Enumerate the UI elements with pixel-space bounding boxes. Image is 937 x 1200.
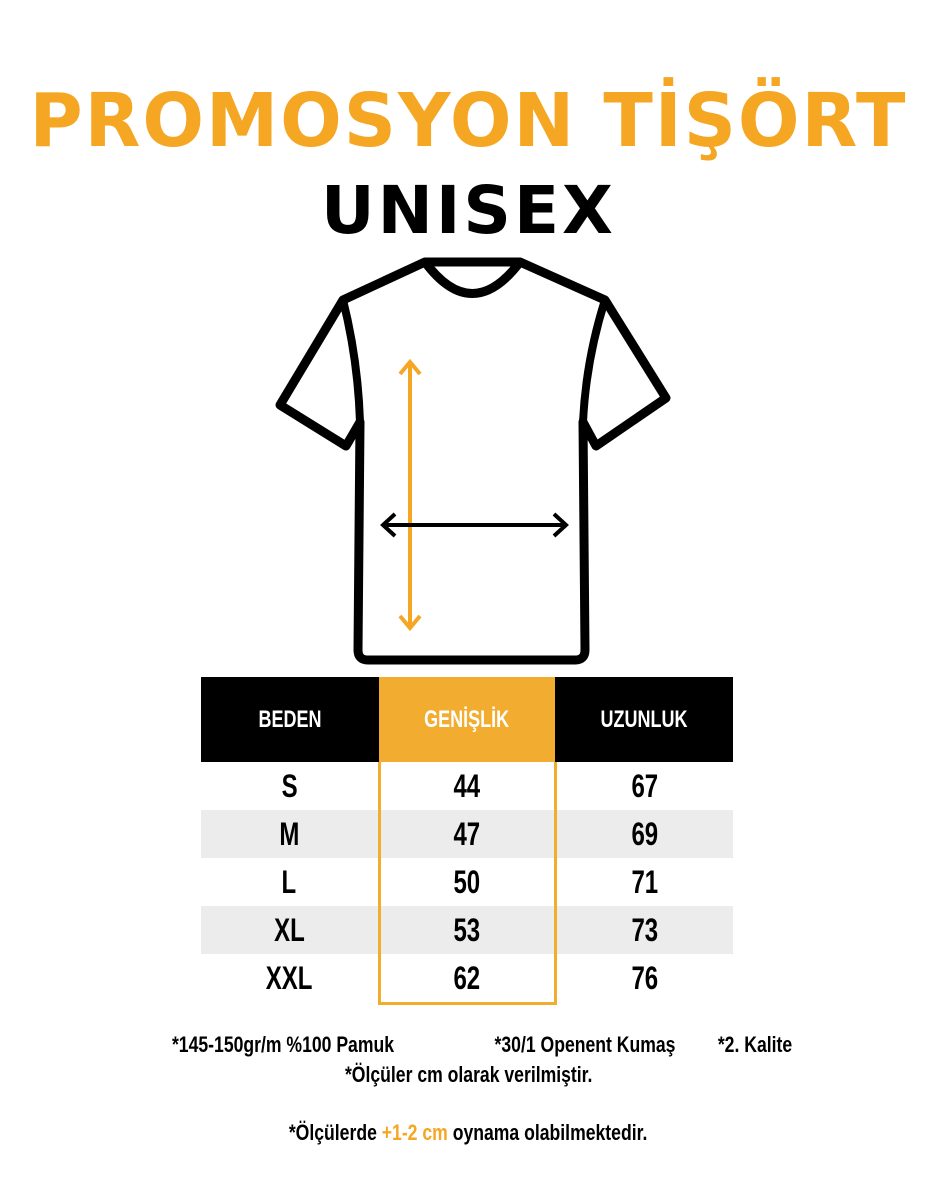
note-units: *Ölçüler cm olarak verilmiştir. bbox=[344, 1062, 593, 1087]
page-title: PROMOSYON TİŞÖRT bbox=[29, 78, 908, 164]
tshirt-sleeve-seam-left bbox=[339, 299, 364, 423]
length-arrow-icon bbox=[398, 358, 422, 632]
tshirt-sleeve-seam-right bbox=[579, 298, 609, 423]
note-fabric: *145-150gr/m %100 Pamuk bbox=[171, 1032, 395, 1057]
table-header-row: BEDEN GENİŞLİK UZUNLUK bbox=[201, 677, 733, 762]
table-row: XXL 62 76 bbox=[201, 954, 733, 1005]
table-row: M 47 69 bbox=[201, 810, 733, 858]
note-yarn: *30/1 Openent Kumaş bbox=[494, 1032, 676, 1057]
note-tolerance: *Ölçülerde +1-2 cm oynama olabilmektedir… bbox=[289, 1120, 648, 1145]
header-size: BEDEN bbox=[201, 677, 379, 762]
tshirt-outline bbox=[275, 257, 671, 665]
size-table: BEDEN GENİŞLİK UZUNLUK S 44 67 M 47 69 L 50 71… bbox=[201, 677, 733, 1005]
tshirt-illustration bbox=[275, 257, 671, 665]
header-width: GENİŞLİK bbox=[379, 677, 555, 762]
header-length: UZUNLUK bbox=[555, 677, 733, 762]
table-row: XL 53 73 bbox=[201, 906, 733, 954]
tolerance-value: +1-2 cm bbox=[382, 1120, 449, 1145]
table-row: L 50 71 bbox=[201, 858, 733, 906]
table-row: S 44 67 bbox=[201, 762, 733, 810]
page-subtitle: UNISEX bbox=[321, 172, 616, 249]
note-quality: *2. Kalite bbox=[717, 1032, 793, 1057]
tshirt-collar bbox=[421, 259, 524, 298]
width-arrow-icon bbox=[380, 512, 569, 538]
